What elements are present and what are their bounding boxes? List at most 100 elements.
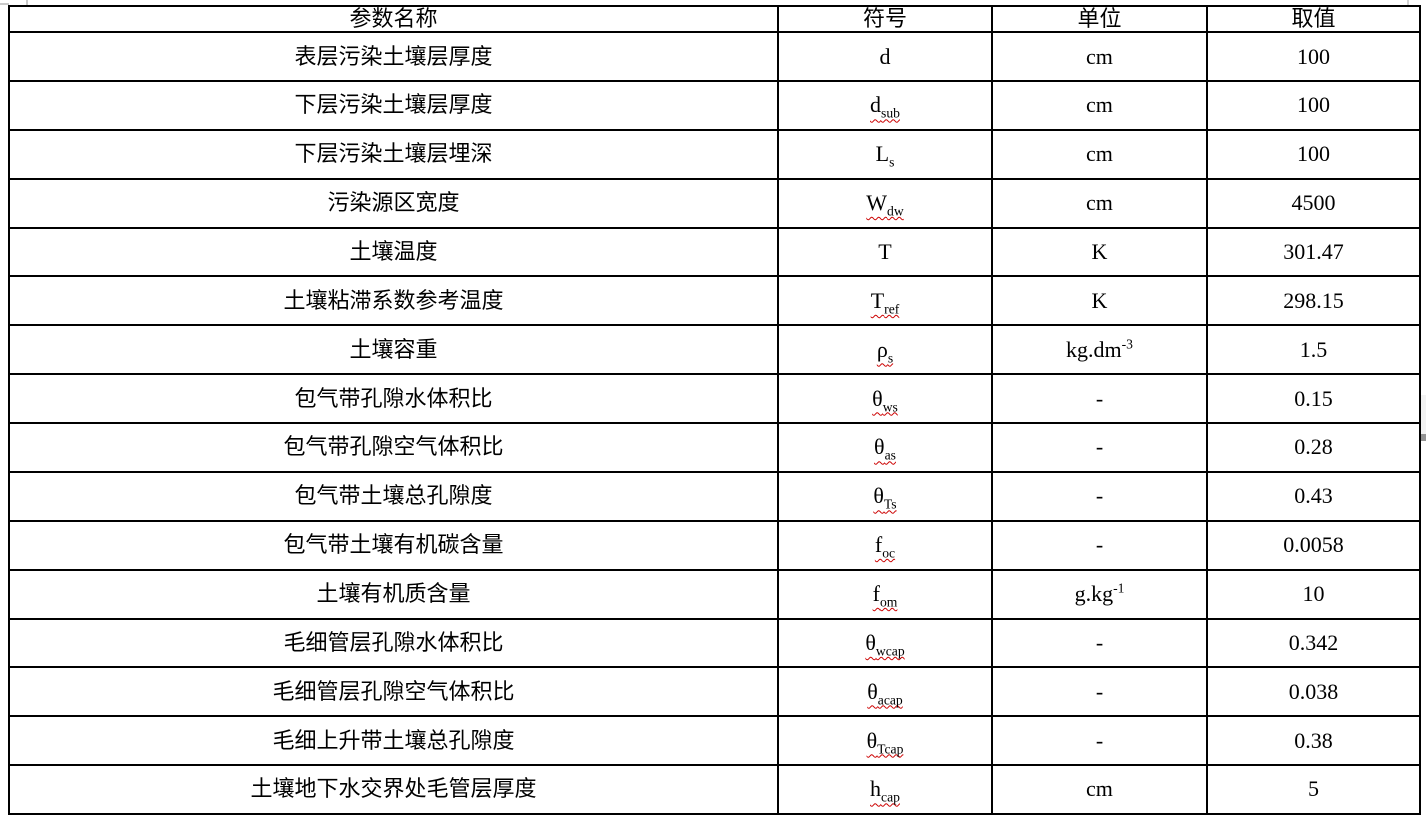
symbol-with-spellcheck-squiggle: θas bbox=[874, 434, 896, 462]
symbol-cell: dsub bbox=[777, 80, 993, 131]
symbol-cell: θacap bbox=[777, 666, 993, 718]
symbol-cell: θTcap bbox=[777, 715, 993, 767]
symbol-subscript: s bbox=[887, 350, 894, 366]
value-cell: 4500 bbox=[1206, 177, 1421, 229]
value-cell: 0.38 bbox=[1206, 715, 1421, 767]
scrollbar-fragment[interactable] bbox=[1421, 395, 1426, 441]
unit-base: g.kg bbox=[1074, 580, 1114, 606]
unit-base: cm bbox=[1086, 43, 1113, 69]
symbol-subscript: cap bbox=[881, 789, 900, 805]
symbol-base: f bbox=[872, 580, 880, 606]
symbol-cell: foc bbox=[777, 519, 993, 571]
unit-base: - bbox=[1095, 483, 1104, 509]
symbol-subscript: om bbox=[879, 594, 898, 610]
unit-base: - bbox=[1095, 434, 1104, 460]
table-row: 土壤容重 ρs kg.dm-3 1.5 bbox=[8, 324, 1421, 376]
parameter-name-cell: 土壤温度 bbox=[8, 226, 779, 278]
unit-base: cm bbox=[1086, 190, 1113, 216]
unit-cell: - bbox=[991, 470, 1208, 522]
symbol-cell: θas bbox=[777, 422, 993, 473]
table-row: 土壤地下水交界处毛管层厚度 hcap cm 5 bbox=[8, 764, 1421, 815]
symbol-base: θ bbox=[874, 434, 885, 460]
unit-base: - bbox=[1095, 532, 1104, 558]
parameter-name-cell: 包气带孔隙空气体积比 bbox=[8, 422, 779, 473]
unit-base: cm bbox=[1086, 141, 1113, 167]
symbol-with-spellcheck-squiggle: ρs bbox=[877, 337, 894, 366]
unit-cell: cm bbox=[991, 764, 1208, 815]
parameter-name-cell: 土壤地下水交界处毛管层厚度 bbox=[8, 764, 779, 815]
symbol-cell: fom bbox=[777, 568, 993, 620]
unit-exponent: -1 bbox=[1113, 580, 1125, 596]
table-row: 土壤有机质含量 fom g.kg-1 10 bbox=[8, 568, 1421, 620]
symbol-cell: θTs bbox=[777, 470, 993, 522]
symbol-with-spellcheck-squiggle: dsub bbox=[870, 92, 900, 120]
page-edge-mark-vertical bbox=[26, 0, 28, 5]
value-cell: 298.15 bbox=[1206, 275, 1421, 327]
parameter-name-cell: 包气带土壤总孔隙度 bbox=[8, 470, 779, 522]
parameter-name-cell: 包气带土壤有机碳含量 bbox=[8, 519, 779, 571]
parameter-name-cell: 污染源区宽度 bbox=[8, 177, 779, 229]
symbol-subscript: oc bbox=[882, 545, 896, 561]
unit-cell: cm bbox=[991, 177, 1208, 229]
symbol-subscript: ref bbox=[884, 301, 900, 317]
symbol-subscript: acap bbox=[877, 692, 903, 708]
unit-cell: - bbox=[991, 617, 1208, 669]
value-cell: 0.28 bbox=[1206, 422, 1421, 473]
table-row: 下层污染土壤层埋深 Ls cm 100 bbox=[8, 128, 1421, 180]
symbol: Ls bbox=[876, 141, 895, 169]
symbol-with-spellcheck-squiggle: θwcap bbox=[865, 630, 904, 657]
value-cell: 1.5 bbox=[1206, 324, 1421, 376]
symbol-with-spellcheck-squiggle: fom bbox=[872, 580, 898, 610]
unit-exponent: -3 bbox=[1121, 336, 1133, 352]
table-row: 包气带土壤总孔隙度 θTs - 0.43 bbox=[8, 470, 1421, 522]
symbol-with-spellcheck-squiggle: hcap bbox=[870, 776, 900, 804]
symbol-subscript: Tcap bbox=[877, 740, 904, 756]
unit-cell: cm bbox=[991, 128, 1208, 180]
column-header: 单位 bbox=[991, 4, 1208, 34]
parameter-name-cell: 土壤粘滞系数参考温度 bbox=[8, 275, 779, 327]
symbol-cell: Wdw bbox=[777, 177, 993, 229]
value-cell: 0.038 bbox=[1206, 666, 1421, 718]
value-cell: 100 bbox=[1206, 80, 1421, 131]
table-row: 包气带土壤有机碳含量 foc - 0.0058 bbox=[8, 519, 1421, 571]
unit-cell: K bbox=[991, 226, 1208, 278]
page-edge-mark-top-right bbox=[1407, 0, 1409, 5]
symbol-subscript: as bbox=[884, 447, 896, 463]
symbol-base: d bbox=[879, 43, 891, 69]
symbol-cell: ρs bbox=[777, 324, 993, 376]
header-row: 参数名称 符号 单位 取值 bbox=[8, 4, 1421, 34]
symbol-with-spellcheck-squiggle: Tref bbox=[871, 288, 900, 317]
value-cell: 100 bbox=[1206, 31, 1421, 83]
value-cell: 0.342 bbox=[1206, 617, 1421, 669]
symbol-base: W bbox=[866, 190, 888, 216]
symbol-subscript: dw bbox=[887, 203, 904, 219]
table-row: 包气带孔隙水体积比 θws - 0.15 bbox=[8, 373, 1421, 425]
value-cell: 5 bbox=[1206, 764, 1421, 815]
symbol-base: d bbox=[870, 92, 882, 118]
unit-base: cm bbox=[1086, 92, 1113, 118]
symbol-with-spellcheck-squiggle: θTs bbox=[873, 483, 896, 511]
symbol-base: θ bbox=[866, 727, 878, 753]
unit-cell: - bbox=[991, 373, 1208, 425]
symbol-base: θ bbox=[867, 678, 878, 704]
unit-cell: - bbox=[991, 666, 1208, 718]
parameter-name-cell: 表层污染土壤层厚度 bbox=[8, 31, 779, 83]
column-header: 符号 bbox=[777, 4, 993, 34]
parameter-name-cell: 包气带孔隙水体积比 bbox=[8, 373, 779, 425]
symbol-cell: hcap bbox=[777, 764, 993, 815]
table-row: 毛细管层孔隙空气体积比 θacap - 0.038 bbox=[8, 666, 1421, 718]
value-cell: 0.15 bbox=[1206, 373, 1421, 425]
symbol-base: θ bbox=[872, 385, 883, 411]
scrollbar-thumb[interactable] bbox=[1421, 434, 1426, 441]
unit-cell: cm bbox=[991, 31, 1208, 83]
table-row: 毛细上升带土壤总孔隙度 θTcap - 0.38 bbox=[8, 715, 1421, 767]
value-cell: 10 bbox=[1206, 568, 1421, 620]
unit-cell: - bbox=[991, 715, 1208, 767]
unit-base: - bbox=[1095, 727, 1104, 753]
symbol-cell: Tref bbox=[777, 275, 993, 327]
symbol: T bbox=[878, 239, 891, 264]
unit-base: - bbox=[1095, 629, 1104, 655]
symbol-with-spellcheck-squiggle: foc bbox=[875, 532, 895, 560]
symbol-with-spellcheck-squiggle: Wdw bbox=[866, 190, 904, 219]
parameter-name-cell: 下层污染土壤层厚度 bbox=[8, 80, 779, 131]
